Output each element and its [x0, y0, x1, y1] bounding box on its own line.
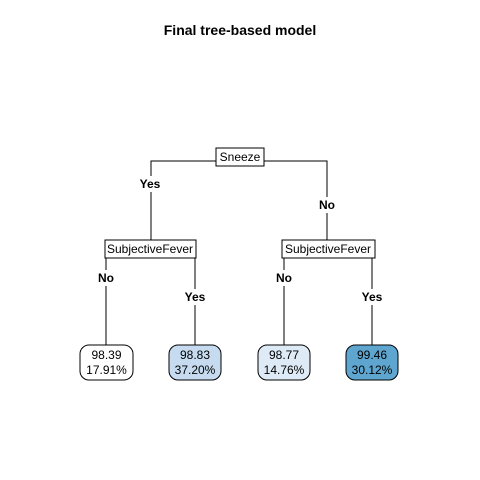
- diagram-title: Final tree-based model: [163, 22, 317, 38]
- branch-label-root-no: No: [316, 197, 338, 213]
- svg-text:Yes: Yes: [140, 177, 161, 191]
- split-label-left: SubjectiveFever: [107, 242, 193, 256]
- branch-label-root-yes: Yes: [137, 176, 163, 192]
- svg-text:No: No: [319, 198, 335, 212]
- leaf-value-2: 98.83: [180, 348, 210, 362]
- split-label-right: SubjectiveFever: [285, 242, 371, 256]
- branch-label-left-no: No: [96, 270, 117, 286]
- leaf-box-4: [345, 344, 399, 381]
- branch-label-right-yes: Yes: [358, 289, 386, 305]
- svg-text:No: No: [276, 271, 292, 285]
- branch-label-right-no: No: [274, 270, 295, 286]
- split-node-root: Sneeze: [215, 147, 265, 167]
- leaf-node-4: 99.46 30.12%: [345, 344, 399, 381]
- edge-root-yes: [150, 160, 216, 240]
- leaf-percent-2: 37.20%: [175, 363, 216, 377]
- branch-label-left-yes: Yes: [181, 289, 209, 305]
- leaf-percent-4: 30.12%: [352, 363, 393, 377]
- leaf-percent-3: 14.76%: [264, 363, 305, 377]
- svg-text:Yes: Yes: [362, 290, 383, 304]
- split-label-root: Sneeze: [220, 150, 261, 164]
- leaf-node-1: 98.39 17.91%: [79, 344, 134, 381]
- leaf-value-3: 98.77: [269, 348, 299, 362]
- leaf-node-3: 98.77 14.76%: [257, 344, 311, 381]
- split-node-left: SubjectiveFever: [104, 239, 197, 259]
- leaf-node-2: 98.83 37.20%: [168, 344, 222, 381]
- leaf-box-3: [257, 344, 311, 381]
- leaf-percent-1: 17.91%: [86, 363, 127, 377]
- leaf-box-1: [79, 344, 134, 381]
- svg-text:Yes: Yes: [185, 290, 206, 304]
- edge-root-no: [264, 160, 328, 240]
- split-node-right: SubjectiveFever: [281, 239, 376, 259]
- leaf-box-2: [168, 344, 222, 381]
- leaf-value-4: 99.46: [357, 348, 387, 362]
- leaf-value-1: 98.39: [91, 348, 121, 362]
- svg-text:No: No: [98, 271, 114, 285]
